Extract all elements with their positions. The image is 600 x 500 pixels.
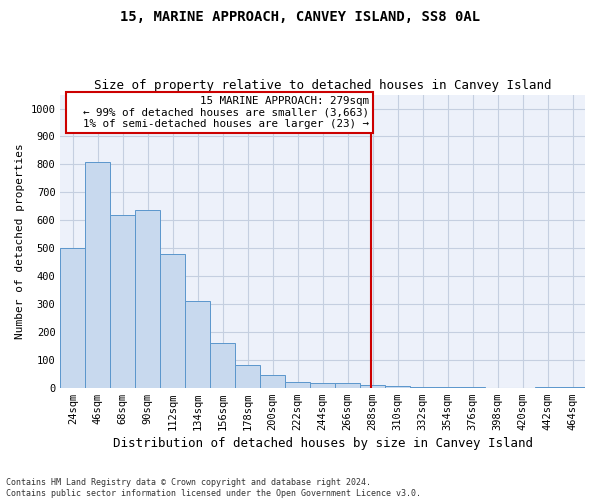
Bar	[335, 382, 360, 388]
Bar	[85, 162, 110, 388]
Bar	[235, 364, 260, 388]
Bar	[61, 248, 85, 388]
Y-axis label: Number of detached properties: Number of detached properties	[15, 143, 25, 339]
Bar	[310, 382, 335, 388]
Text: 15, MARINE APPROACH, CANVEY ISLAND, SS8 0AL: 15, MARINE APPROACH, CANVEY ISLAND, SS8 …	[120, 10, 480, 24]
Bar	[260, 375, 285, 388]
Bar	[360, 386, 385, 388]
Text: Contains HM Land Registry data © Crown copyright and database right 2024.
Contai: Contains HM Land Registry data © Crown c…	[6, 478, 421, 498]
Bar	[210, 343, 235, 388]
Bar	[110, 214, 136, 388]
Bar	[185, 301, 210, 388]
Bar	[385, 386, 410, 388]
Bar	[160, 254, 185, 388]
Bar	[410, 387, 435, 388]
Bar	[285, 382, 310, 388]
Bar	[136, 210, 160, 388]
Text: 15 MARINE APPROACH: 279sqm
← 99% of detached houses are smaller (3,663)
  1% of : 15 MARINE APPROACH: 279sqm ← 99% of deta…	[70, 96, 369, 129]
X-axis label: Distribution of detached houses by size in Canvey Island: Distribution of detached houses by size …	[113, 437, 533, 450]
Bar	[560, 387, 585, 388]
Title: Size of property relative to detached houses in Canvey Island: Size of property relative to detached ho…	[94, 79, 551, 92]
